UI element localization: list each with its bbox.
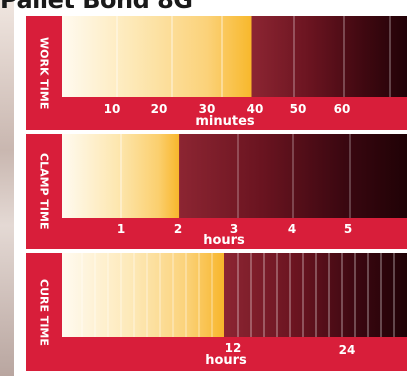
cure-time-label: CURE TIME: [37, 278, 51, 346]
clamp-time-panel: CLAMP TIME 1 2 3 4 5 hours: [26, 134, 407, 249]
clamp-tick-2: 2: [173, 222, 183, 236]
clamp-tick-3: 3: [229, 222, 239, 236]
clamp-time-side: CLAMP TIME: [26, 134, 62, 249]
clamp-tick-4: 4: [287, 222, 297, 236]
work-time-label: WORK TIME: [37, 36, 51, 110]
clamp-tick-1: 1: [116, 222, 126, 236]
cure-time-side: CURE TIME: [26, 253, 62, 371]
cure-tick-24: 24: [338, 343, 356, 357]
work-tick-50: 50: [289, 102, 307, 116]
work-time-gridlines: [116, 16, 391, 97]
work-time-side: WORK TIME: [26, 16, 62, 130]
clamp-time-bar: [62, 134, 407, 218]
work-time-bar: [62, 16, 407, 97]
work-time-unit: minutes: [195, 114, 255, 129]
cure-time-bar: [62, 253, 407, 337]
background-photo-strip: [0, 0, 14, 376]
clamp-time-unit: hours: [203, 233, 245, 248]
product-title: Pallet Bond 8G: [0, 0, 193, 14]
work-time-panel: WORK TIME 10 20 30 40 50 60 minutes: [26, 16, 407, 130]
clamp-tick-5: 5: [343, 222, 353, 236]
clamp-time-gridlines: [120, 134, 351, 218]
cure-time-gridlines: [81, 253, 395, 337]
work-tick-30: 30: [198, 102, 216, 116]
clamp-time-label: CLAMP TIME: [37, 153, 51, 230]
work-tick-20: 20: [150, 102, 168, 116]
cure-time-panel: CURE TIME: [26, 253, 407, 371]
cure-time-unit: hours: [205, 353, 247, 368]
cure-tick-12: 12: [224, 341, 242, 355]
work-tick-10: 10: [103, 102, 121, 116]
work-tick-40: 40: [246, 102, 264, 116]
work-tick-60: 60: [333, 102, 351, 116]
